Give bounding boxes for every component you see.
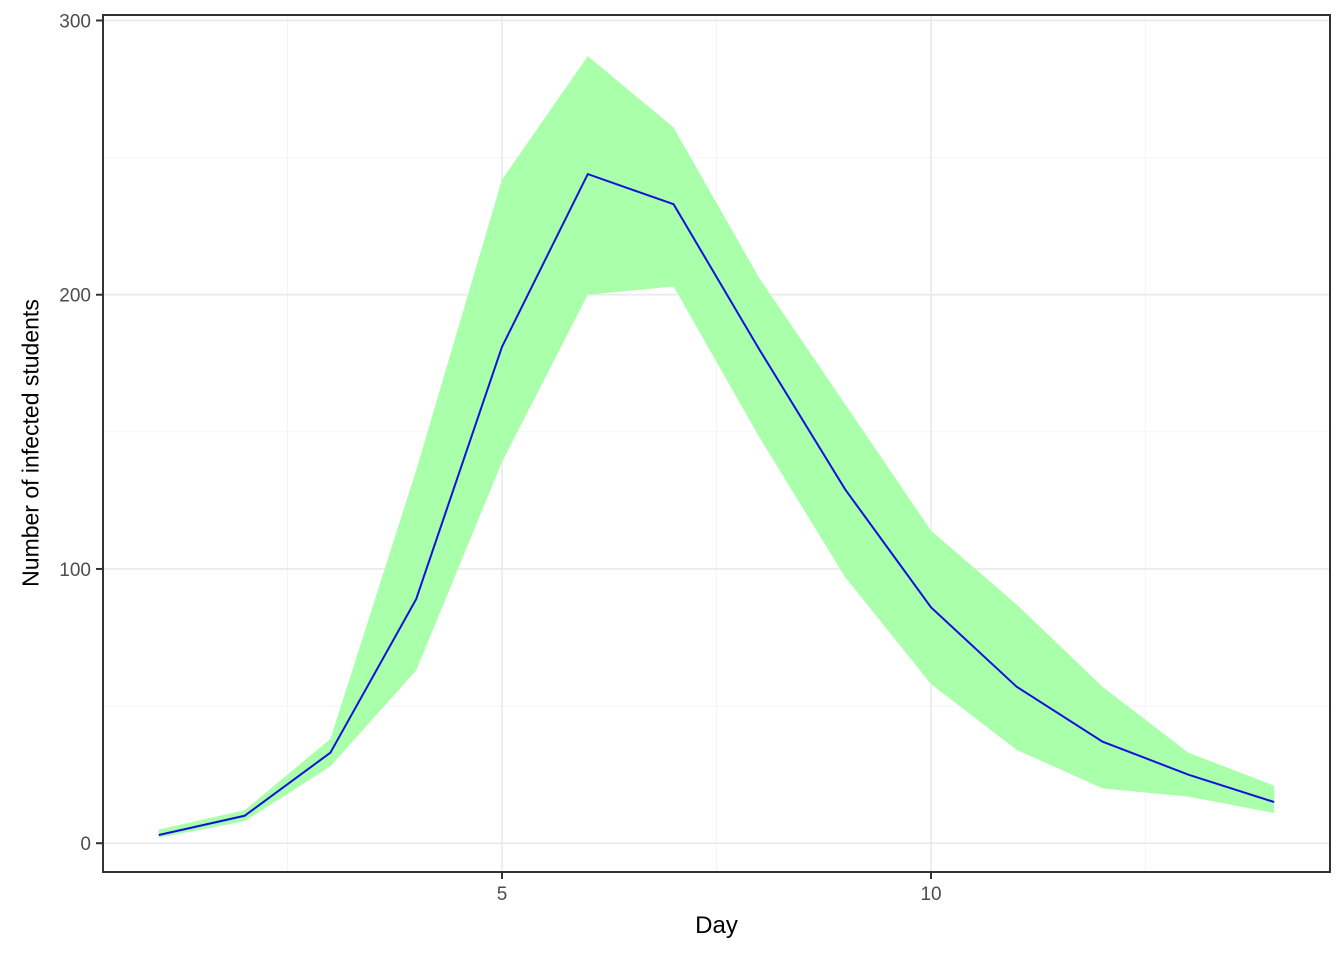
x-axis-title: Day (695, 912, 738, 939)
infected-mean-line (158, 172, 1275, 836)
y-tick-label: 100 (59, 560, 91, 581)
y-tick-label: 200 (59, 286, 91, 307)
x-tick-label: 5 (497, 884, 508, 905)
y-axis-title: Number of infected students (17, 299, 44, 587)
panel-border (102, 14, 1331, 873)
y-tick-label: 300 (59, 11, 91, 32)
x-tick-label: 10 (920, 884, 941, 905)
y-tick-label: 0 (80, 834, 91, 855)
infected-uncertainty-band (158, 56, 1275, 838)
